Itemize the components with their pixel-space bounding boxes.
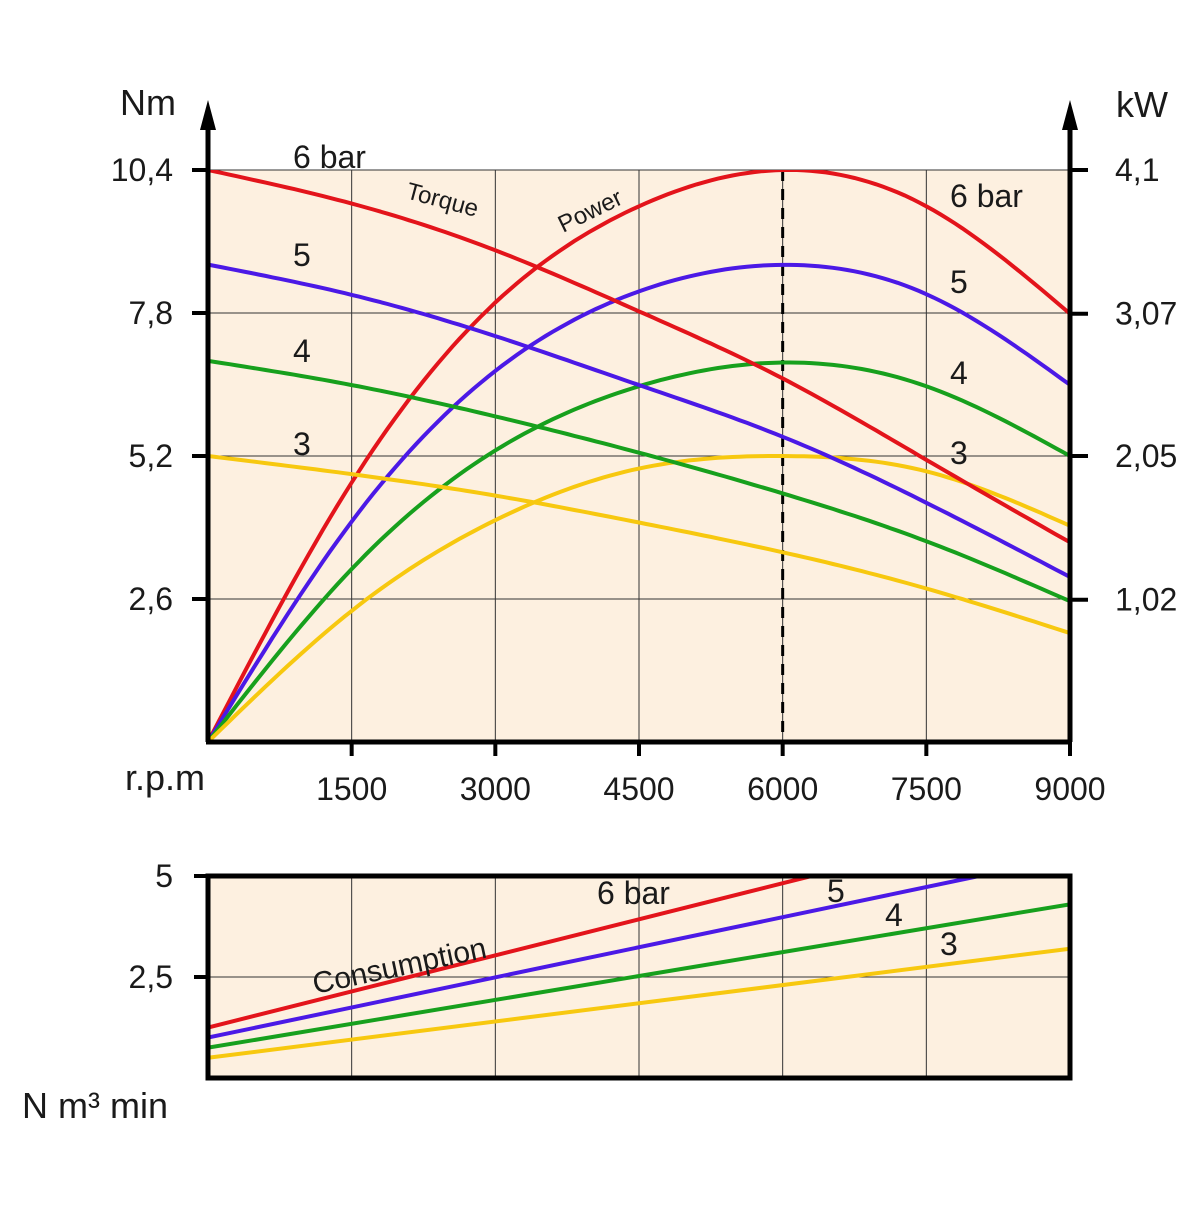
torque-label-4: 4 <box>293 333 311 369</box>
main-series-group <box>208 170 1070 742</box>
left-y-tick-label-0: 2,6 <box>129 581 173 617</box>
torque-label-6bar: 6 bar <box>293 139 366 175</box>
x-tick-label-2: 4500 <box>603 771 674 807</box>
torque-curve-5 <box>208 262 1070 579</box>
consumption-y-axis-title: N m³ min <box>22 1085 168 1126</box>
right-y-axis-arrow <box>1062 100 1078 130</box>
torque-curve-6-bar <box>208 170 1070 545</box>
left-y-axis-title: Nm <box>120 82 176 123</box>
torque-label-3: 3 <box>293 426 311 462</box>
left-y-tick-label-3: 10,4 <box>111 152 173 188</box>
consumption-y-tick-label-1: 5 <box>155 858 173 894</box>
consumption-line-3 <box>208 946 1070 1060</box>
consumption-y-tick-label-0: 2,5 <box>129 959 173 995</box>
consumption-label-5: 5 <box>827 873 845 909</box>
right-y-axis-title: kW <box>1116 84 1168 125</box>
power-label-4: 4 <box>950 355 968 391</box>
power-label-5: 5 <box>950 264 968 300</box>
right-y-tick-label-2: 3,07 <box>1115 296 1177 332</box>
consumption-line-6-bar <box>208 876 814 1030</box>
right-y-tick-label-3: 4,1 <box>1115 152 1159 188</box>
torque-label-5: 5 <box>293 237 311 273</box>
power-label-6bar: 6 bar <box>950 178 1023 214</box>
left-y-axis-arrow <box>200 100 216 130</box>
consumption-line-5 <box>208 876 981 1040</box>
power-curve-6-bar <box>208 170 1070 742</box>
right-y-tick-label-0: 1,02 <box>1115 582 1177 618</box>
consumption-label-3: 3 <box>940 926 958 962</box>
x-tick-label-0: 1500 <box>316 771 387 807</box>
consumption-label-4: 4 <box>885 897 903 933</box>
x-tick-label-3: 6000 <box>747 771 818 807</box>
consumption-axis-ticks: 2,55 <box>129 858 208 995</box>
x-axis-title: r.p.m <box>125 757 205 798</box>
consumption-series-group <box>208 876 1070 1060</box>
consumption-line-4 <box>208 902 1070 1050</box>
x-tick-label-1: 3000 <box>460 771 531 807</box>
left-y-tick-label-2: 7,8 <box>129 295 173 331</box>
power-curve-3 <box>208 454 1070 742</box>
torque-curve-3 <box>208 454 1070 636</box>
main-axis-ticks: 1500 3000 4500 6000 7500 9000 2,6 5,2 7,8 10,4 1,0… <box>111 152 1178 807</box>
consumption-label-6bar: 6 bar <box>597 875 670 911</box>
torque-curve-4 <box>208 358 1070 604</box>
right-y-tick-label-1: 2,05 <box>1115 438 1177 474</box>
x-tick-label-5: 9000 <box>1034 771 1105 807</box>
power-curve-5 <box>208 262 1070 742</box>
x-tick-label-4: 7500 <box>891 771 962 807</box>
power-label-3: 3 <box>950 435 968 471</box>
left-y-tick-label-1: 5,2 <box>129 438 173 474</box>
